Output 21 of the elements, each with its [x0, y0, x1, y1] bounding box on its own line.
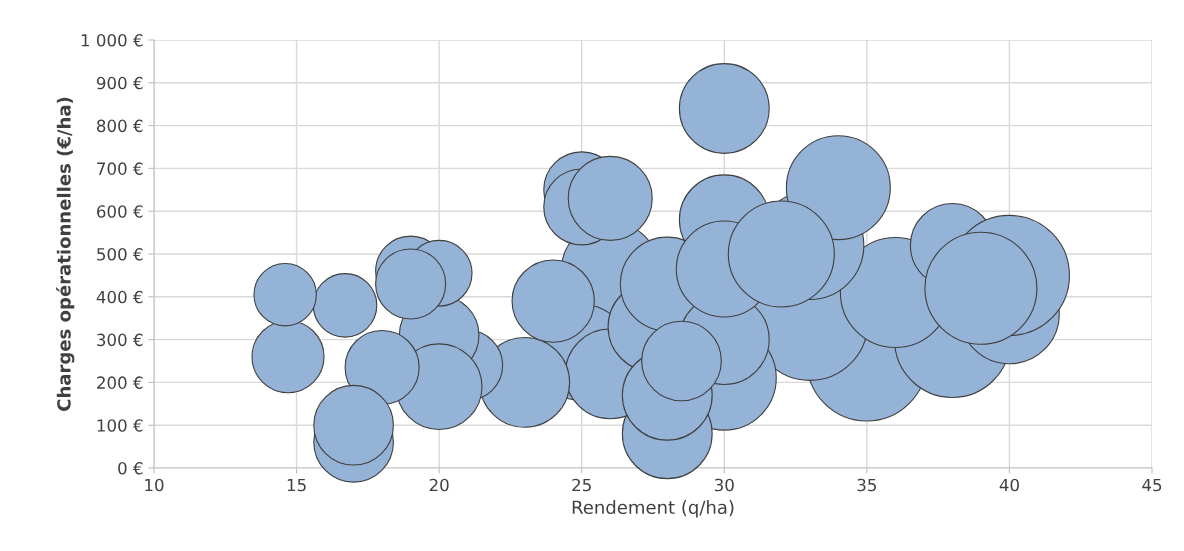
y-tick-label: 0 € — [118, 461, 143, 475]
y-tick-label: 700 € — [97, 162, 143, 175]
y-tick-label: 300 € — [97, 333, 143, 347]
y-axis-title: Charges opérationnelles (€/ha) — [56, 97, 75, 411]
y-tick-label: 200 € — [97, 376, 143, 389]
x-tick-label: 40 — [999, 478, 1019, 492]
x-tick-label: 25 — [572, 478, 591, 492]
x-tick-label: 10 — [145, 478, 164, 492]
x-tick-label: 45 — [1142, 478, 1162, 492]
x-tick-label: 15 — [287, 478, 306, 492]
y-tick-label: 600 € — [97, 205, 143, 218]
x-tick-label: 35 — [857, 478, 877, 492]
y-tick-label: 500 € — [97, 247, 143, 261]
x-tick-label: 20 — [429, 478, 449, 492]
x-tick-label: 30 — [714, 478, 734, 492]
y-tick-label: 100 € — [97, 419, 143, 432]
y-tick-label: 1 000 € — [81, 33, 143, 47]
x-axis-title: Rendement (q/ha) — [572, 500, 734, 518]
y-tick-label: 800 € — [97, 119, 143, 133]
y-tick-label: 900 € — [96, 76, 143, 90]
y-tick-label: 400 € — [96, 290, 143, 304]
